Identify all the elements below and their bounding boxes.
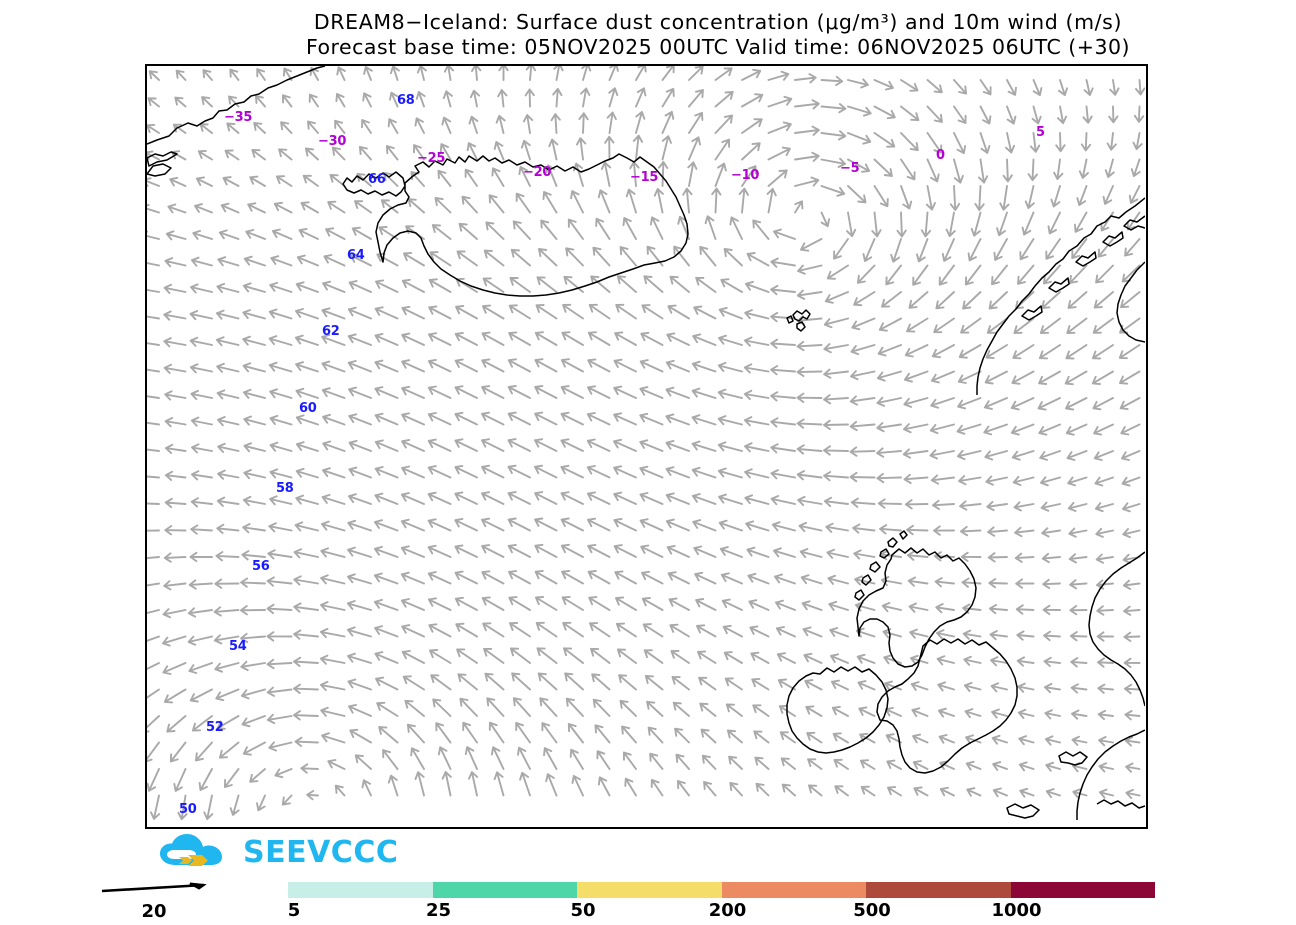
coastline-greenland xyxy=(147,66,326,177)
longitude-label-0: 0 xyxy=(936,148,945,163)
latitude-label-62: 62 xyxy=(322,324,340,339)
colorbar-tick-500: 500 xyxy=(853,900,891,921)
reference-arrow-label: 20 xyxy=(141,901,167,922)
colorbar-segment-200 xyxy=(721,882,866,898)
colorbar-ticks: 5 25 50 200 500 1000 xyxy=(288,900,1155,925)
longitude-label-neg35: −35 xyxy=(224,110,253,125)
longitude-label-neg5: −5 xyxy=(840,161,860,176)
latitude-label-64: 64 xyxy=(347,248,365,263)
colorbar-tick-1000: 1000 xyxy=(991,900,1042,921)
colorbar-segment-500 xyxy=(866,882,1011,898)
coastline-brittany xyxy=(1006,803,1040,819)
latitude-label-66: 66 xyxy=(368,172,386,187)
colorbar-segment-25 xyxy=(432,882,577,898)
colorbar-tick-50: 50 xyxy=(570,900,596,921)
wind-vector-field xyxy=(147,66,1145,821)
wind-arrows xyxy=(147,66,1145,821)
coastline-iceland xyxy=(342,153,689,297)
seevccc-logo[interactable]: SEEVCCC xyxy=(158,833,398,873)
latitude-label-58: 58 xyxy=(276,481,294,496)
longitude-label-neg30: −30 xyxy=(318,134,347,149)
coastline-continental-europe xyxy=(1058,551,1145,820)
longitude-label-neg25: −25 xyxy=(417,151,446,166)
longitude-label-5: 5 xyxy=(1036,125,1045,140)
logo-text: SEEVCCC xyxy=(243,835,399,870)
colorbar-tick-200: 200 xyxy=(708,900,747,921)
colorbar-tick-5: 5 xyxy=(287,900,301,921)
coastlines xyxy=(147,66,1145,820)
latitude-label-50: 50 xyxy=(179,802,197,817)
longitude-label-neg15: −15 xyxy=(630,170,659,185)
coastline-faroe xyxy=(786,309,811,332)
latitude-label-60: 60 xyxy=(299,401,317,416)
cloud-icon xyxy=(160,834,222,866)
latitude-label-52: 52 xyxy=(206,720,224,735)
longitude-label-neg10: −10 xyxy=(731,168,760,183)
colorbar-segment-5 xyxy=(288,882,433,898)
longitude-label-neg20: −20 xyxy=(523,165,552,180)
title-line-1: DREAM8−Iceland: Surface dust concentrati… xyxy=(313,10,1123,34)
latitude-label-68: 68 xyxy=(397,93,415,108)
colorbar-segment-50 xyxy=(577,882,722,898)
map-canvas xyxy=(147,66,1145,821)
title-line-2: Forecast base time: 05NOV2025 00UTC Vali… xyxy=(305,35,1131,59)
latitude-label-56: 56 xyxy=(252,559,270,574)
reference-wind-vector: 20 xyxy=(100,879,230,925)
coastline-norway xyxy=(976,197,1145,395)
coastline-england-wales xyxy=(876,638,1018,774)
latitude-label-54: 54 xyxy=(229,639,247,654)
colorbar[interactable] xyxy=(288,882,1155,898)
coastline-scottish-isles xyxy=(854,530,908,601)
coastline-ireland xyxy=(786,666,889,754)
figure-title: DREAM8−Iceland: Surface dust concentrati… xyxy=(148,10,1288,60)
colorbar-tick-25: 25 xyxy=(425,900,452,921)
colorbar-segment-1000 xyxy=(1010,882,1155,898)
reference-arrow-icon xyxy=(101,882,207,893)
map-panel[interactable]: 68 66 64 62 60 58 56 54 52 50 −35 −30 −25 −20 −15 −10−… xyxy=(145,64,1148,829)
